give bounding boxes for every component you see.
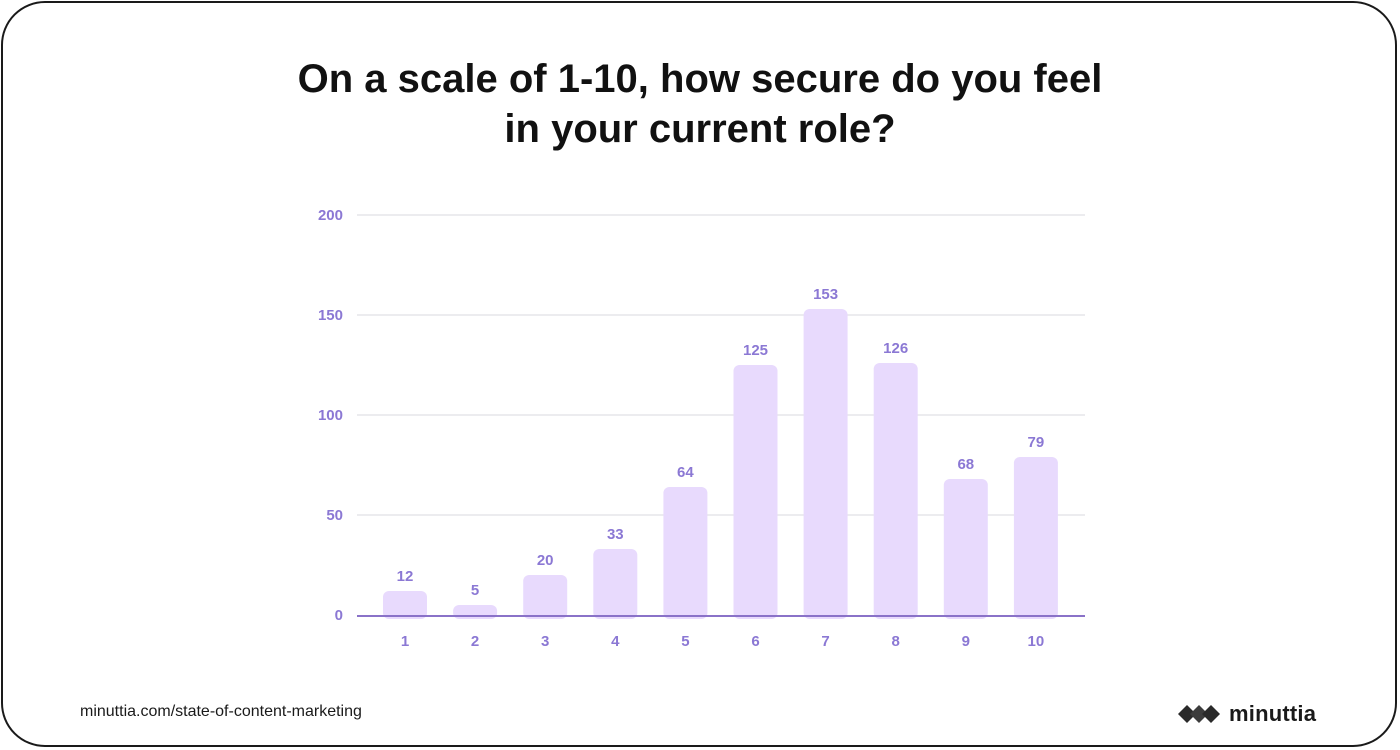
bar-value-label: 79 — [1028, 434, 1045, 451]
minuttia-logo-icon — [1178, 705, 1220, 723]
bar — [733, 365, 778, 619]
x-tick-label: 2 — [471, 633, 479, 650]
x-tick-label: 5 — [681, 633, 689, 650]
x-tick-label: 3 — [541, 633, 549, 650]
y-tick-label: 200 — [318, 207, 343, 224]
source-url: minuttia.com/state-of-content-marketing — [80, 703, 362, 720]
y-tick-label: 100 — [318, 407, 343, 424]
bar — [943, 479, 988, 619]
chart-title-line-1: On a scale of 1-10, how secure do you fe… — [297, 57, 1103, 101]
brand-name: minuttia — [1229, 701, 1317, 726]
x-tick-label: 9 — [962, 633, 970, 650]
x-tick-label: 8 — [892, 633, 900, 650]
bar — [383, 591, 427, 619]
x-tick-label: 7 — [821, 633, 829, 650]
y-tick-label: 0 — [335, 607, 343, 624]
bar — [873, 363, 918, 619]
x-tick-label: 4 — [611, 633, 620, 650]
bar-value-label: 12 — [397, 568, 414, 585]
bar — [593, 549, 638, 619]
y-tick-label: 150 — [318, 307, 343, 324]
chart-title-line-2: in your current role? — [504, 107, 896, 151]
bar — [803, 309, 848, 619]
bar-value-label: 20 — [537, 552, 554, 569]
bar — [663, 487, 708, 619]
y-tick-label: 50 — [326, 507, 343, 524]
bar-value-label: 153 — [813, 286, 838, 303]
bar — [1013, 457, 1058, 619]
bar-value-label: 125 — [743, 342, 768, 359]
x-tick-label: 10 — [1028, 633, 1045, 650]
brand-logo: minuttia — [1178, 700, 1316, 728]
bar-value-label: 33 — [607, 526, 624, 543]
bar-value-label: 68 — [957, 456, 974, 473]
chart-title: On a scale of 1-10, how secure do you fe… — [0, 54, 1400, 154]
x-tick-label: 6 — [751, 633, 759, 650]
bar — [523, 575, 568, 619]
bar-value-label: 126 — [883, 340, 908, 357]
bar-value-label: 5 — [471, 582, 479, 599]
x-tick-label: 1 — [401, 633, 409, 650]
bar-value-label: 64 — [677, 464, 694, 481]
